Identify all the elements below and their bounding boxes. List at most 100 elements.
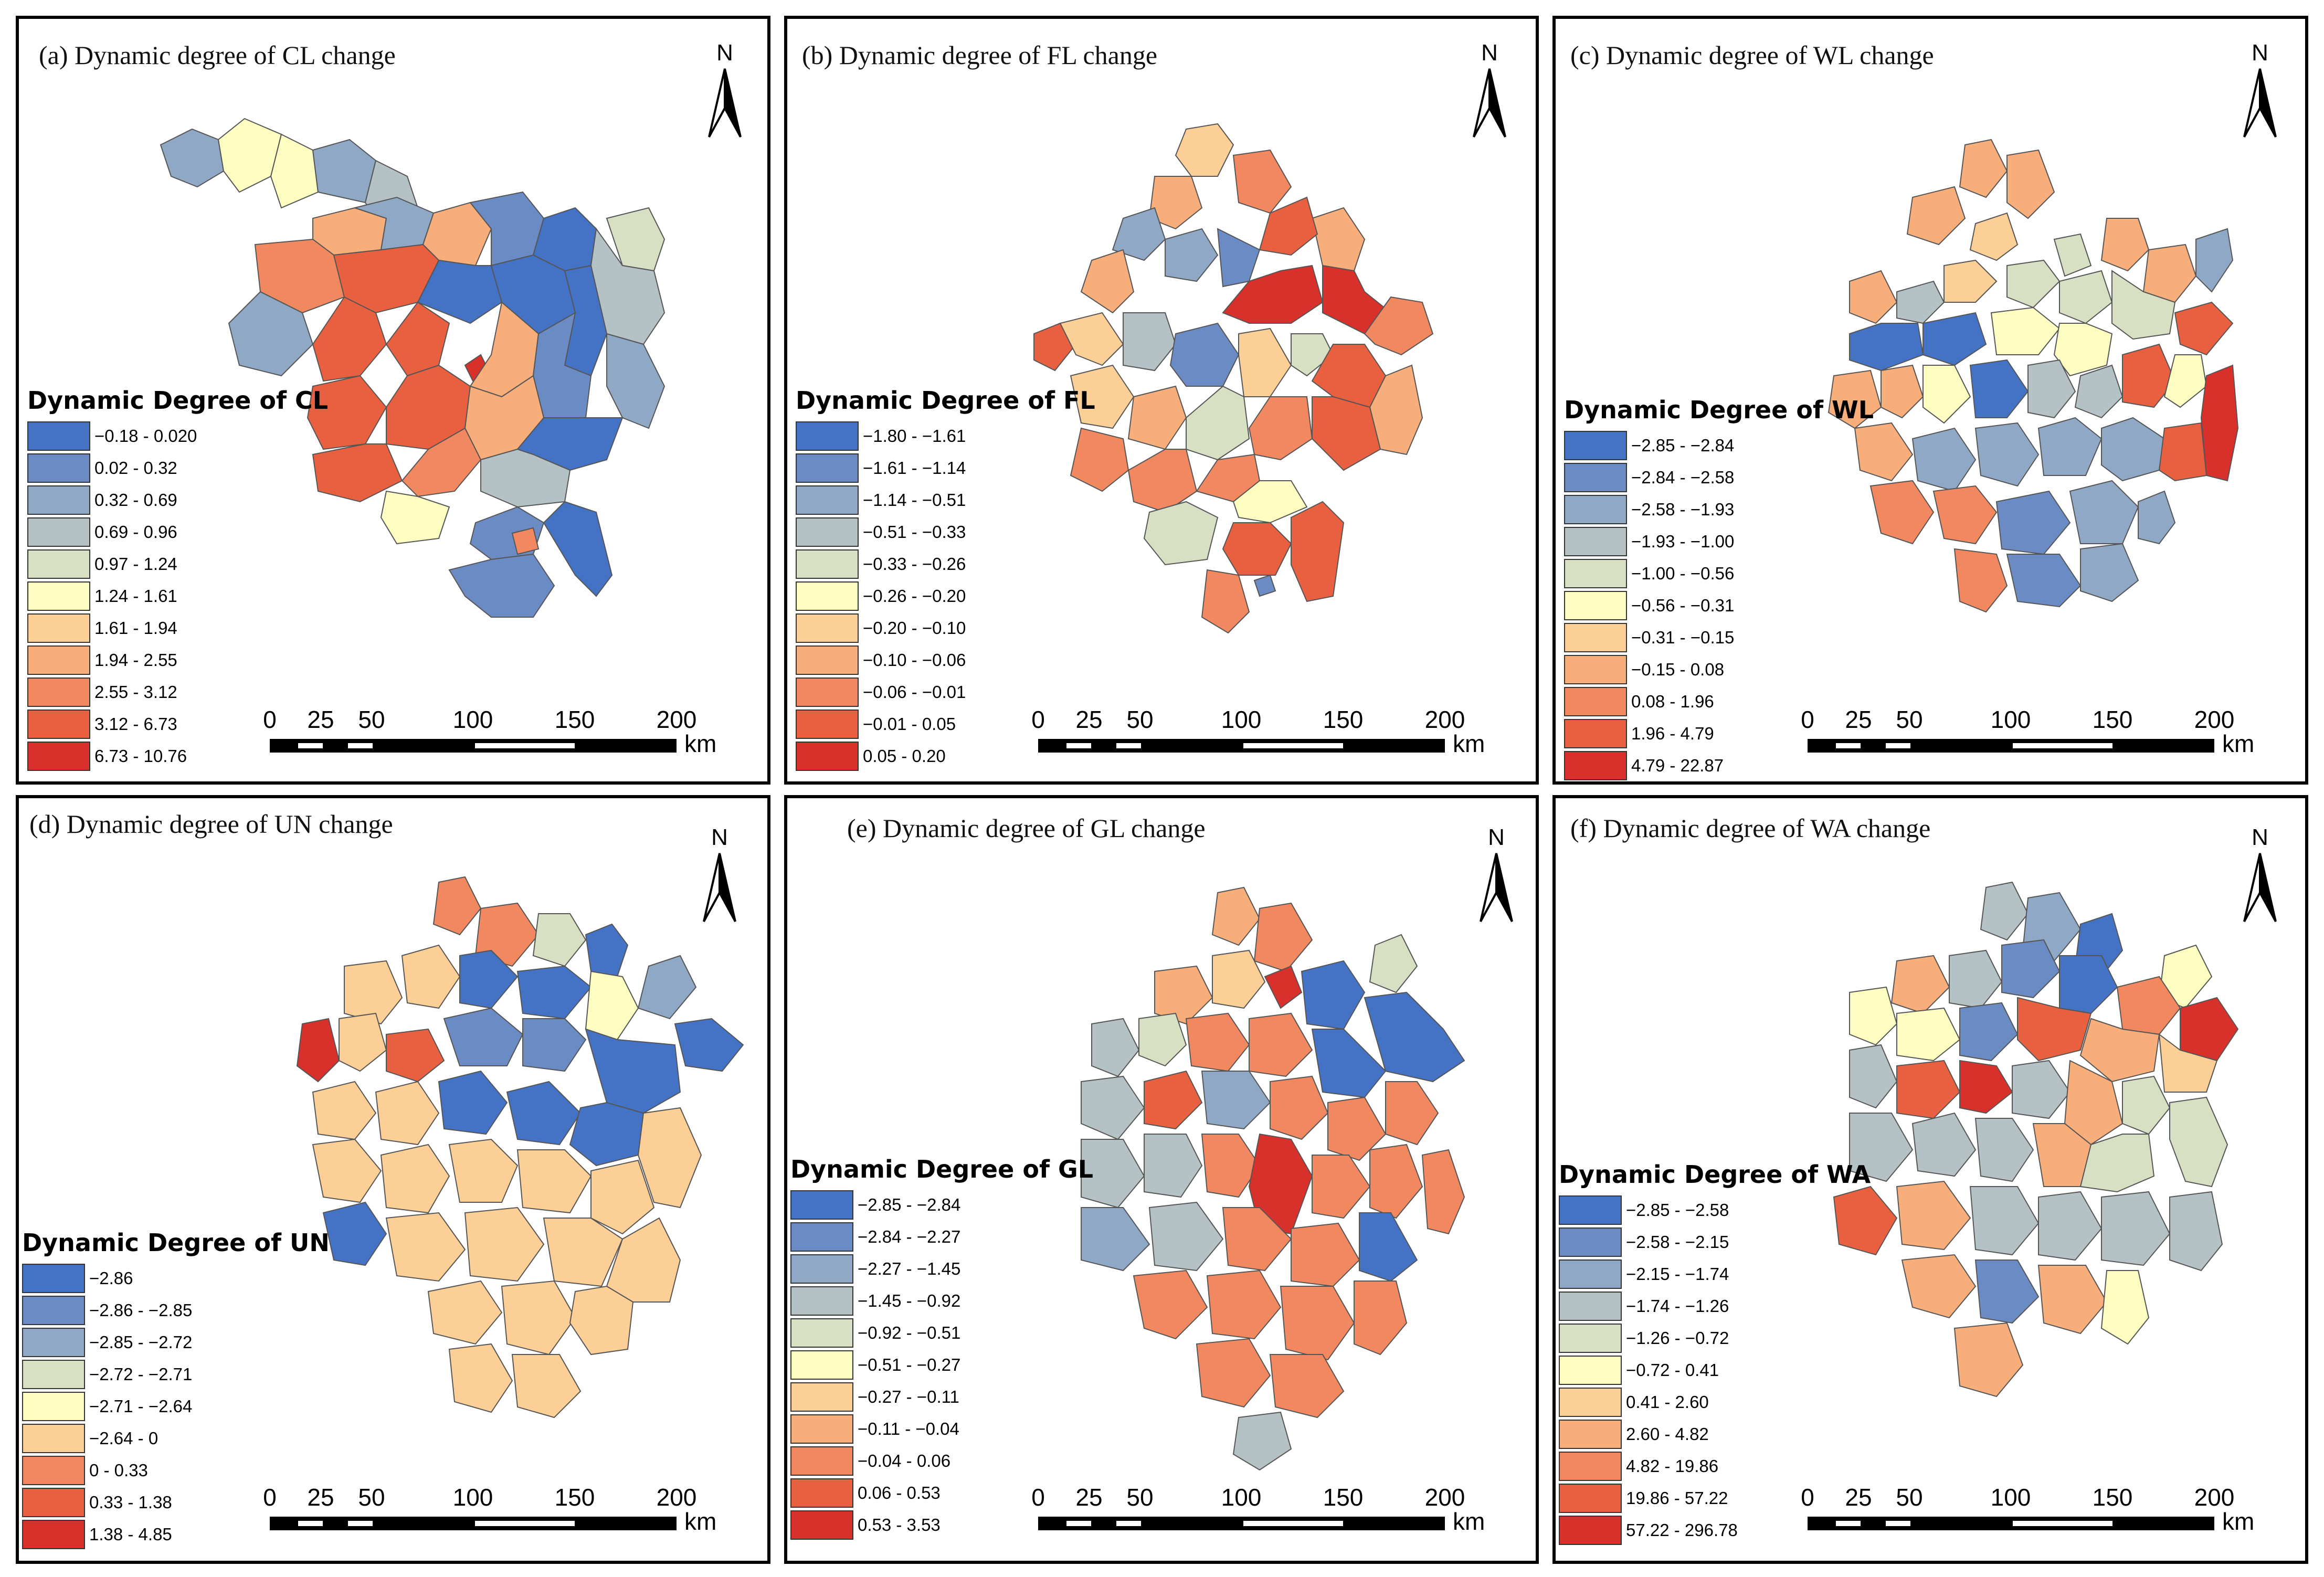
scale-tick-label: 200 [656, 706, 697, 733]
map-region [1359, 1212, 1418, 1282]
map-region [1165, 228, 1219, 282]
map-region [2180, 997, 2239, 1062]
map-region [2001, 939, 2061, 999]
legend-title: Dynamic Degree of GL [790, 1155, 1094, 1183]
legend-item: −1.61 - −1.14 [796, 452, 1095, 484]
map-region [375, 1081, 440, 1146]
legend-label: 1.94 - 2.55 [94, 650, 177, 670]
legend-label: 0.33 - 1.38 [89, 1492, 172, 1512]
scale-bar-graphic [1808, 739, 2214, 753]
map-region [2142, 244, 2197, 303]
legend-item: −2.84 - −2.27 [790, 1221, 1093, 1253]
map-region [1896, 280, 1945, 324]
scale-tick-label: 50 [358, 1484, 385, 1511]
map-region [1206, 1269, 1282, 1340]
map-region [1222, 522, 1292, 576]
map-region [344, 960, 403, 1025]
scale-tick-label: 100 [1221, 706, 1262, 733]
map-region [1911, 427, 1977, 492]
legend-label: −2.84 - −2.27 [858, 1226, 961, 1246]
map-region [2101, 1191, 2171, 1266]
scale-tick-label: 200 [1424, 706, 1465, 733]
legend-label: −2.84 - −2.58 [1631, 467, 1735, 487]
map-region [1175, 123, 1234, 177]
map-region [1222, 1207, 1292, 1272]
legend-swatch [27, 709, 90, 739]
map-region [270, 133, 319, 209]
map-region [1133, 1269, 1208, 1340]
map-region [1959, 1060, 2013, 1114]
legend-swatch [27, 581, 90, 611]
map-region [516, 1149, 592, 1214]
legend-swatch [1564, 494, 1627, 524]
legend-swatch [1559, 1195, 1622, 1225]
legend-label: −0.10 - −0.06 [863, 650, 966, 670]
map-region [1211, 886, 1261, 946]
legend-item: −2.64 - 0 [22, 1422, 330, 1454]
legend-swatch [22, 1295, 85, 1325]
scale-unit-label: km [684, 1508, 717, 1535]
map-region [1301, 960, 1366, 1030]
map-region [637, 955, 697, 1020]
map-region [401, 944, 461, 1009]
map-region [1364, 296, 1434, 356]
map-region [448, 553, 555, 618]
legend-item: 6.73 - 10.76 [27, 740, 328, 772]
scale-bar-graphic [1038, 1517, 1445, 1530]
map-region [1854, 422, 1914, 482]
map-region [339, 1012, 387, 1072]
map-region [1922, 365, 1971, 424]
map-region [1311, 207, 1366, 272]
map-region [1259, 196, 1318, 256]
map-region [532, 913, 587, 967]
map-region [637, 1107, 702, 1209]
scale-tick-label: 25 [1845, 1484, 1872, 1511]
map-region [590, 1159, 655, 1235]
legend-item: −0.11 - −0.04 [790, 1413, 1093, 1445]
map-region [1849, 270, 1898, 324]
scale-tick-label: 100 [452, 706, 493, 733]
map-region [2138, 490, 2176, 545]
legend-swatch [22, 1391, 85, 1421]
legend-swatch [796, 421, 859, 451]
legend-item: −2.84 - −2.58 [1564, 461, 1874, 493]
legend-swatch [796, 741, 859, 771]
map-region [1421, 1149, 1465, 1235]
panel-title: (c) Dynamic degree of WL change [1570, 40, 1934, 70]
map-panel-wl: (c) Dynamic degree of WL change N [1552, 16, 2308, 785]
legend-label: 0.41 - 2.60 [1626, 1392, 1709, 1412]
legend-swatch [1559, 1259, 1622, 1289]
legend-item: 1.24 - 1.61 [27, 580, 328, 612]
panel-title: (b) Dynamic degree of FL change [802, 40, 1158, 70]
map-region [385, 301, 450, 377]
map-region [1212, 949, 1266, 1009]
legend-label: −2.85 - −2.72 [89, 1332, 193, 1352]
map-panel-fl: (b) Dynamic degree of FL change N [784, 16, 1539, 785]
map-region [1154, 965, 1213, 1025]
scale-tick-label: 100 [1990, 1484, 2031, 1511]
map-region [2111, 270, 2176, 340]
scale-bar: 0 25 50 100 150 200 km [1031, 705, 1490, 763]
map-region [1312, 396, 1381, 471]
map-region [1138, 1012, 1187, 1067]
legend-swatch [796, 709, 859, 739]
scale-tick-label: 25 [1075, 706, 1103, 733]
map-region [1217, 228, 1261, 288]
legend-item: −2.85 - −2.72 [22, 1326, 330, 1358]
map-region [1896, 1007, 1961, 1062]
map-region [443, 1007, 524, 1066]
map-region [1922, 312, 1987, 366]
legend-label: −0.15 - 0.08 [1631, 659, 1725, 679]
map-region [1143, 501, 1219, 566]
legend-label: 57.22 - 296.78 [1626, 1520, 1738, 1540]
legend-label: −2.27 - −1.45 [858, 1258, 961, 1278]
legend-item: 0.06 - 0.53 [790, 1477, 1093, 1509]
map-region [1127, 385, 1187, 450]
map-region [1849, 1044, 1898, 1109]
map-region [1070, 427, 1129, 492]
choropleth-map [296, 876, 744, 1419]
legend-swatch [27, 677, 90, 707]
legend-label: −0.11 - −0.04 [858, 1419, 959, 1438]
legend-item: −1.00 - −0.56 [1564, 557, 1874, 589]
legend-swatch [1564, 462, 1627, 492]
